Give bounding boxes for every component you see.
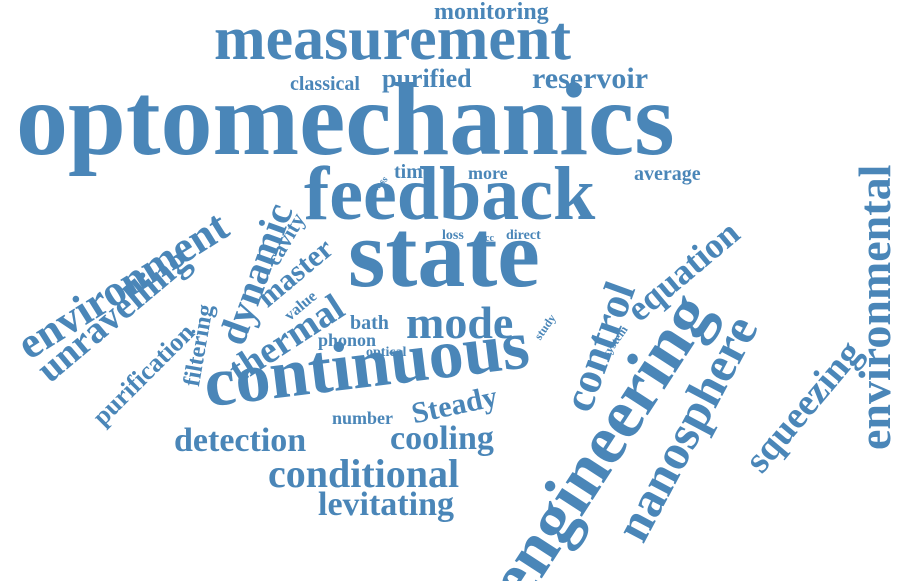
word-optomechanics: optomechanics bbox=[16, 62, 675, 177]
word-measurement: measurement bbox=[214, 5, 571, 73]
word-levitating: levitating bbox=[318, 486, 454, 523]
word-cooling: cooling bbox=[390, 420, 494, 457]
word-conditional: conditional bbox=[268, 451, 460, 496]
word-purified: purified bbox=[382, 64, 472, 93]
word-phonon: phonon bbox=[318, 330, 377, 350]
word-bath: bath bbox=[350, 312, 389, 334]
word-environmental: environmental bbox=[849, 164, 900, 450]
word-average: average bbox=[634, 163, 701, 185]
word-reservoir: reservoir bbox=[532, 62, 649, 95]
word-time: time bbox=[394, 161, 432, 183]
word-more: more bbox=[468, 163, 508, 183]
word-classical: classical bbox=[290, 73, 360, 95]
word-direct: direct bbox=[506, 228, 541, 243]
word-state: state bbox=[348, 200, 540, 307]
word-monitoring: monitoring bbox=[434, 0, 549, 25]
word-number: number bbox=[332, 408, 394, 428]
word-optical: optical bbox=[366, 345, 407, 360]
word-loss: loss bbox=[442, 228, 464, 243]
word-mode: mode bbox=[406, 297, 514, 348]
word-acc: acc bbox=[480, 233, 494, 244]
word-study: study bbox=[531, 311, 559, 343]
word-detection: detection bbox=[174, 422, 307, 459]
word-feedback: feedback bbox=[304, 152, 596, 236]
